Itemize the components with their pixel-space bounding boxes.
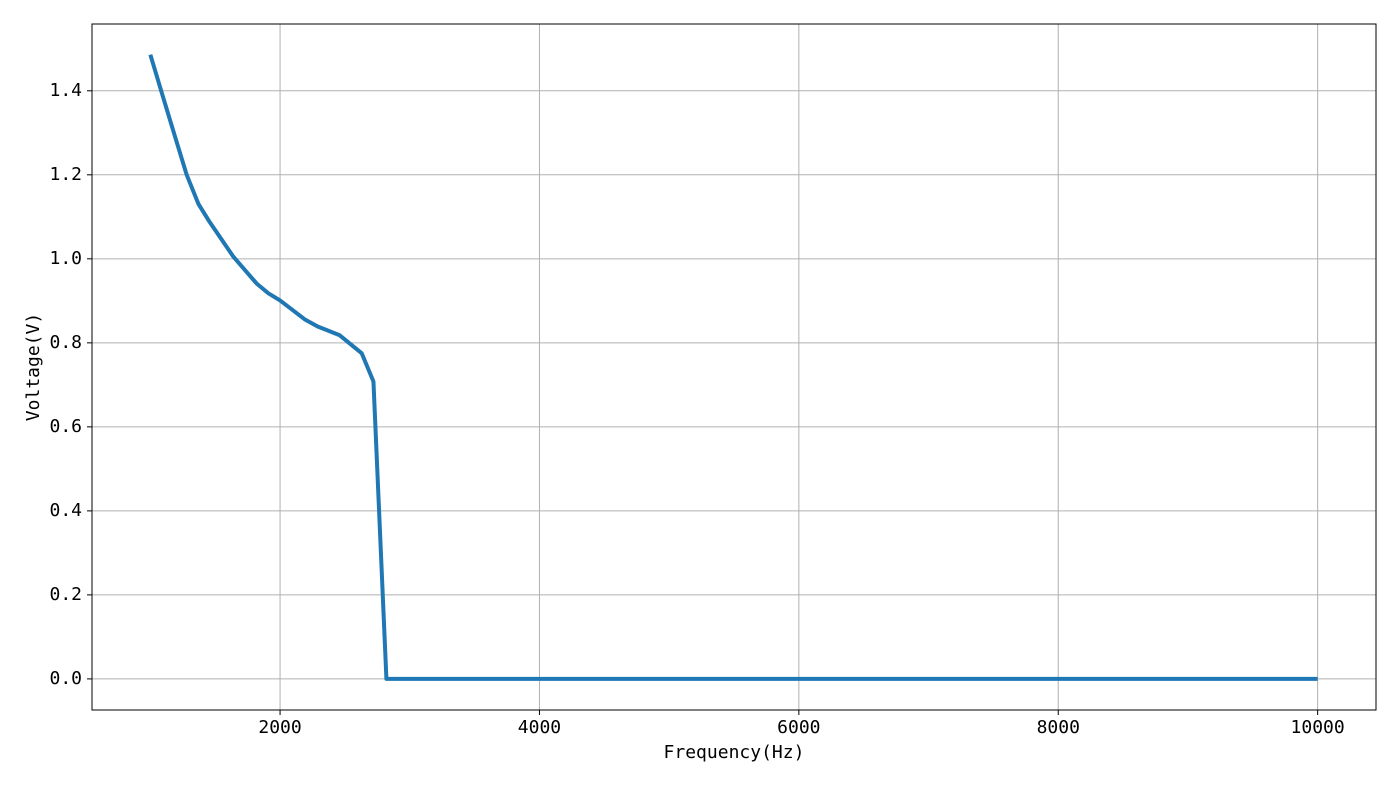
x-axis-label: Frequency(Hz)	[664, 742, 805, 763]
grid-layer	[92, 24, 1376, 710]
y-tick-label: 0.8	[49, 332, 82, 353]
data-line	[148, 54, 1318, 681]
plot-frame	[91, 23, 1377, 711]
y-tick-label: 0.2	[49, 584, 82, 605]
x-tick-label: 8000	[1037, 717, 1080, 738]
x-tick-label: 2000	[258, 717, 301, 738]
y-tick-label: 0.6	[49, 416, 82, 437]
x-tick-label: 4000	[518, 717, 561, 738]
y-axis-label: Voltage(V)	[23, 313, 44, 421]
x-tick-label: 6000	[777, 717, 820, 738]
y-tick-label: 1.4	[49, 80, 82, 101]
y-tick-label: 0.4	[49, 500, 82, 521]
y-tick-label: 1.2	[49, 164, 82, 185]
x-tick-label: 10000	[1291, 717, 1345, 738]
y-tick-label: 0.0	[49, 668, 82, 689]
y-tick-label: 1.0	[49, 248, 82, 269]
